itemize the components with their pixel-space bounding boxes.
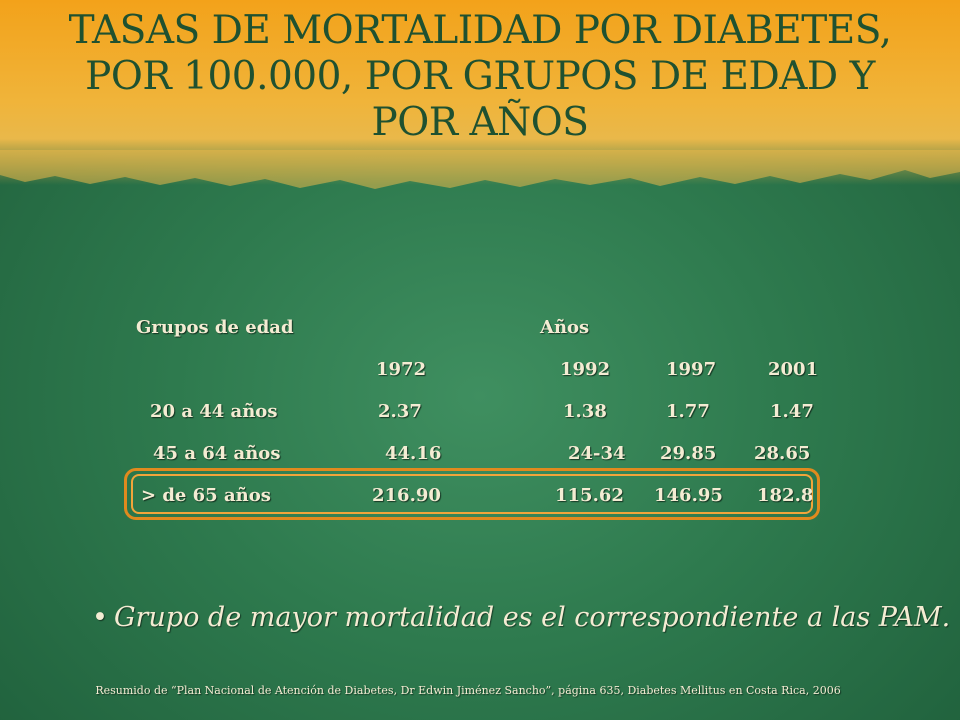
- year-header-1992: 1992: [560, 359, 611, 380]
- bullet-icon: •: [92, 602, 108, 633]
- table-cell: 44.16: [385, 443, 442, 464]
- bullet-text: Grupo de mayor mortalidad es el correspo…: [113, 602, 951, 633]
- group-header: Grupos de edad: [136, 317, 294, 338]
- table-cell: 115.62: [555, 485, 624, 506]
- bullet-point: • Grupo de mayor mortalidad es el corresp…: [92, 602, 950, 633]
- year-header-2001: 2001: [768, 359, 819, 380]
- table-cell: 2.37: [378, 401, 422, 422]
- year-header-1997: 1997: [666, 359, 717, 380]
- torn-edge: [0, 150, 960, 189]
- table-cell: 28.65: [754, 443, 811, 464]
- table-cell: 146.95: [654, 485, 723, 506]
- source-footnote: Resumido de “Plan Nacional de Atención d…: [95, 684, 841, 697]
- row-group-label: 45 a 64 años: [153, 443, 281, 464]
- row-group-label: 20 a 44 años: [150, 401, 278, 422]
- table-cell: 1.38: [563, 401, 607, 422]
- table-cell: 1.77: [666, 401, 710, 422]
- table-cell: 182.86: [757, 485, 812, 506]
- highlight-frame-inner: [131, 474, 813, 514]
- table-cell: 29.85: [660, 443, 717, 464]
- year-header-1972: 1972: [376, 359, 427, 380]
- table-cell: 216.90: [372, 485, 441, 506]
- table-cell: 24-34: [568, 443, 626, 464]
- slide-title: TASAS DE MORTALIDAD POR DIABETES, POR 10…: [68, 8, 892, 145]
- row-group-label: > de 65 años: [141, 485, 271, 506]
- years-header: Años: [540, 317, 590, 338]
- highlight-frame: [124, 468, 820, 520]
- table-cell: 1.47: [770, 401, 814, 422]
